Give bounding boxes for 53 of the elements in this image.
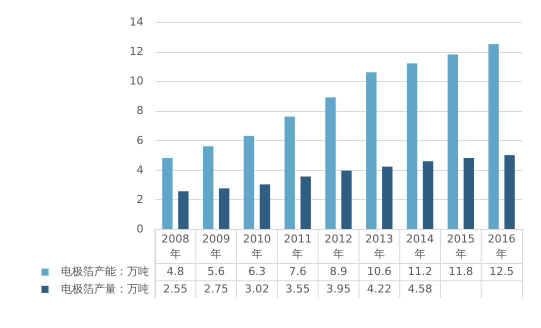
data-label: 2.55	[163, 282, 188, 296]
data-label: 3.55	[285, 282, 310, 296]
bar	[260, 184, 270, 229]
data-label: 4.8	[166, 265, 184, 278]
x-tick-label: 2014年	[406, 232, 434, 260]
bar	[464, 158, 474, 229]
bar	[504, 155, 515, 229]
data-label: 3.02	[244, 282, 270, 296]
data-label: 3.95	[326, 282, 351, 296]
bar	[218, 188, 230, 229]
y-tick-label: 2	[136, 192, 144, 206]
data-label: 2.75	[204, 282, 228, 296]
data-label: 12.5	[489, 265, 514, 278]
y-tick-label: 14	[130, 16, 144, 28]
bar	[406, 63, 418, 229]
bar	[325, 97, 336, 229]
y-tick-label: 12	[130, 45, 144, 58]
data-label: 6.3	[248, 265, 266, 278]
x-tick-label: 2012年	[324, 232, 352, 260]
bar	[202, 146, 214, 229]
x-tick-label: 2008年	[161, 232, 190, 260]
bar	[341, 170, 352, 229]
bar	[448, 54, 458, 229]
bar	[244, 136, 254, 229]
x-tick-label: 2011年	[284, 232, 312, 260]
bar	[366, 72, 376, 229]
bar	[488, 44, 499, 229]
data-label: 11.2	[408, 265, 432, 278]
legend-label: 电极箔产能：万吨	[61, 265, 149, 278]
legend-label: 电极箔产量：万吨	[61, 282, 149, 296]
data-label: 11.8	[448, 265, 474, 278]
data-label: 5.6	[207, 265, 225, 278]
data-label: 4.58	[408, 282, 432, 296]
data-label: 10.6	[367, 265, 392, 278]
x-tick-label: 2009年	[202, 232, 230, 260]
bar	[284, 116, 295, 229]
bar	[422, 161, 434, 229]
x-tick-label: 2016年	[488, 232, 516, 260]
data-label: 8.9	[330, 265, 348, 278]
bar	[382, 166, 392, 229]
x-tick-label: 2010年	[242, 232, 271, 260]
bar	[162, 158, 173, 229]
data-label: 4.22	[367, 282, 392, 296]
y-tick-label: 6	[136, 134, 144, 147]
x-tick-label: 2015年	[446, 232, 475, 260]
x-tick-label: 2013年	[365, 232, 394, 260]
y-tick-label: 4	[136, 163, 144, 176]
bar	[300, 176, 311, 229]
data-label: 7.6	[288, 265, 306, 278]
y-tick-label: 0	[136, 222, 144, 236]
y-tick-label: 10	[130, 74, 144, 88]
y-tick-label: 8	[136, 104, 144, 118]
bar	[178, 191, 189, 229]
